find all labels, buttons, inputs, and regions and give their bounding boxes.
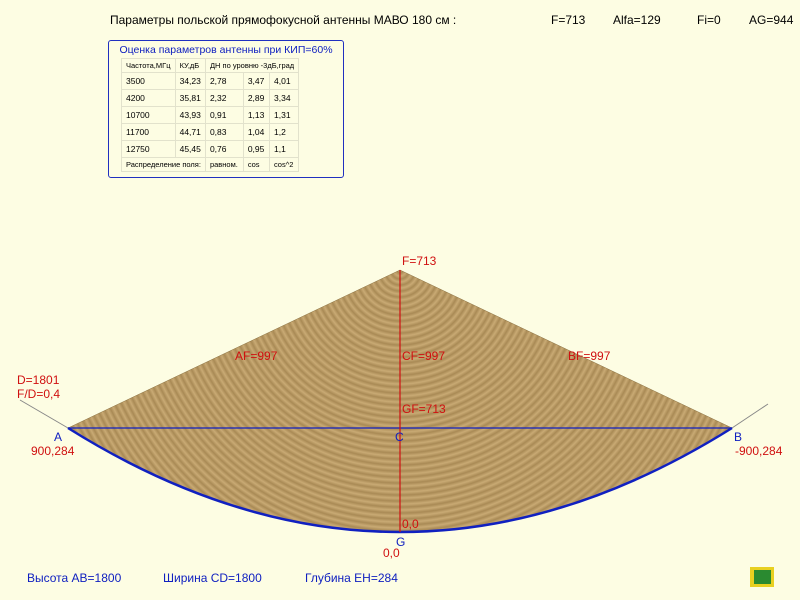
label: AF=997 [235,349,278,363]
table-cell: 1,1 [269,140,300,158]
table-cell: 45,45 [174,140,206,158]
label: GF=713 [402,402,446,416]
label: F/D=0,4 [17,387,60,401]
table-row: 3500 34,23 2,78 3,47 4,01 [121,72,300,90]
table-cell: 4200 [121,89,176,107]
table-cell: 3500 [121,72,176,90]
label: 0,0 [383,546,400,560]
label: -900,284 [735,444,783,458]
table-cell: 34,23 [174,72,206,90]
table-cell: 2,78 [204,72,244,90]
table-cell: 1,13 [242,106,271,124]
header-cell: ДН по уровню -3дБ,град [204,58,300,73]
table-cell: 43,93 [174,106,206,124]
point-label: B [734,430,742,444]
param: Alfa=129 [613,13,661,27]
table-cell: 1,04 [242,123,271,141]
label: BF=997 [568,349,611,363]
table-cell: 0,76 [204,140,244,158]
table-cell: 2,89 [242,89,271,107]
label: D=1801 [17,373,60,387]
table-row: 11700 44,71 0,83 1,04 1,2 [121,123,300,141]
table-cell: 44,71 [174,123,206,141]
table-cell: 3,47 [242,72,271,90]
table-row: 12750 45,45 0,76 0,95 1,1 [121,140,300,158]
footer-text: Ширина CD=1800 [163,571,262,585]
footer-cell: равном. [204,157,244,172]
table-cell: 35,81 [174,89,206,107]
table-cell: 12750 [121,140,176,158]
title: Параметры польской прямофокусной антенны… [110,13,456,27]
table-cell: 3,34 [269,89,300,107]
param: AG=944 [749,13,794,27]
point-label: G [396,535,405,549]
label: 900,284 [31,444,75,458]
table-title: Оценка параметров антенны при КИП=60% [119,44,333,56]
param-table: Частота,МГц КУ,дБ ДН по уровню -3дБ,град 35… [121,58,300,172]
footer-text: Глубина EH=284 [305,571,398,585]
logo [754,570,771,584]
header-cell: Частота,МГц [121,58,176,73]
table-header-row: Частота,МГц КУ,дБ ДН по уровню -3дБ,град [121,58,300,73]
table-cell: 11700 [121,123,176,141]
footer-cell: Распределение поля: [121,157,206,172]
header-cell: КУ,дБ [174,58,206,73]
table-cell: 4,01 [269,72,300,90]
table-cell: 0,95 [242,140,271,158]
table-cell: 0,83 [204,123,244,141]
footer-cell: cos [242,157,271,172]
label: F=713 [402,254,437,268]
table-cell: 2,32 [204,89,244,107]
table-cell: 1,2 [269,123,300,141]
param: F=713 [551,13,586,27]
point-label: C [395,430,404,444]
table-cell: 1,31 [269,106,300,124]
param-table-box: Оценка параметров антенны при КИП=60% Ча… [108,40,344,178]
label: CF=997 [402,349,445,363]
footer-text: Высота AB=1800 [27,571,122,585]
parabola-ext [19,399,69,429]
footer-cell: cos^2 [269,157,300,172]
table-footer-row: Распределение поля: равном. cos cos^2 [121,157,300,172]
table-row: 10700 43,93 0,91 1,13 1,31 [121,106,300,124]
table-cell: 0,91 [204,106,244,124]
table-cell: 10700 [121,106,176,124]
param: Fi=0 [697,13,721,27]
point-label: A [54,430,62,444]
label: 0,0 [402,517,419,531]
parabola-ext [731,403,769,429]
table-row: 4200 35,81 2,32 2,89 3,34 [121,89,300,107]
